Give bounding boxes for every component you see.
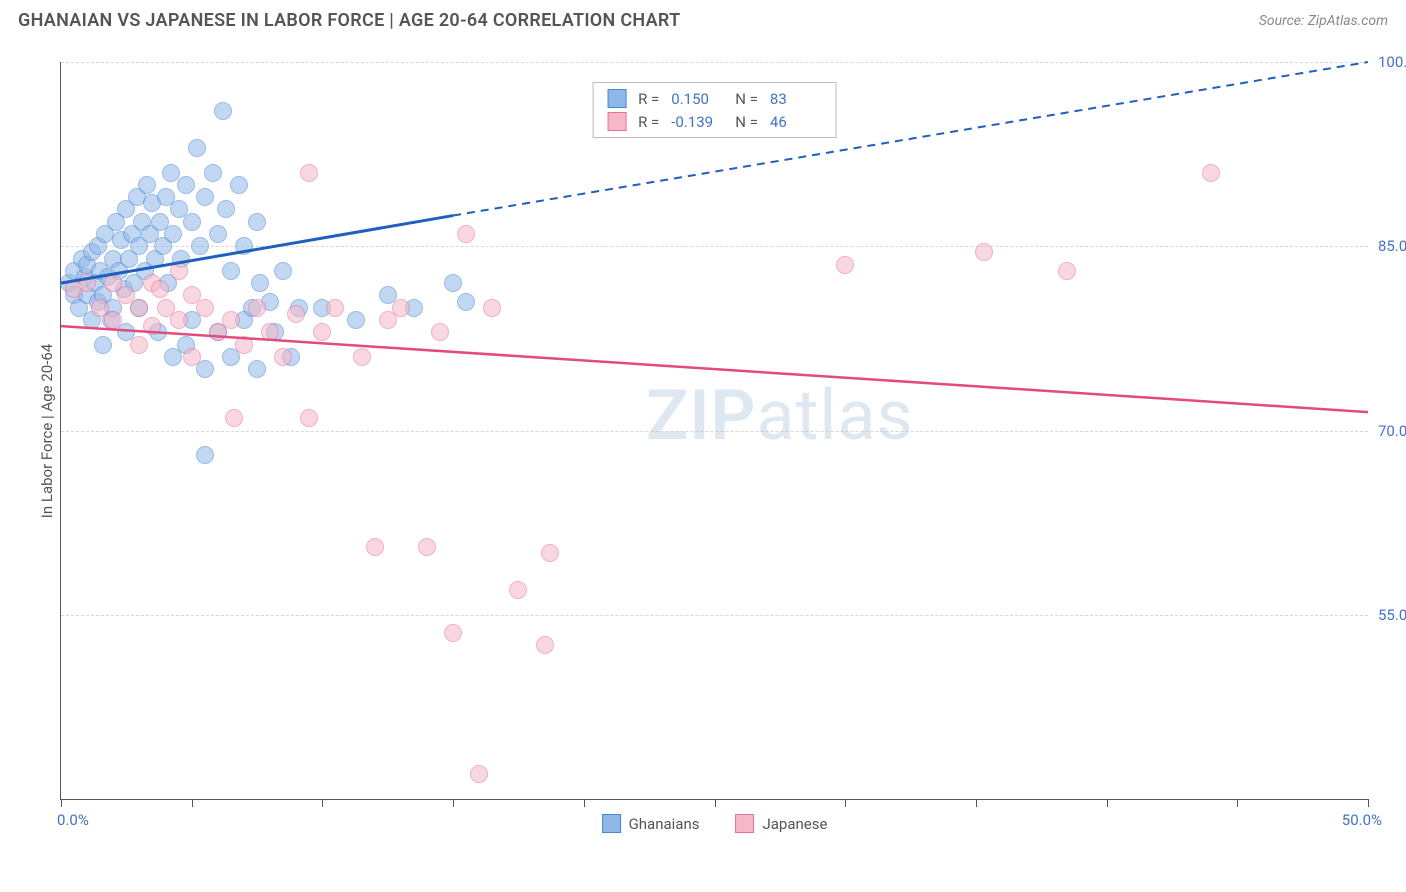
x-tick bbox=[1368, 799, 1369, 807]
x-tick bbox=[845, 799, 846, 807]
stats-row-ghanaians: R = 0.150 N = 83 bbox=[607, 87, 822, 110]
x-tick bbox=[61, 799, 62, 807]
y-axis-label: In Labor Force | Age 20-64 bbox=[38, 343, 56, 517]
source-attribution: Source: ZipAtlas.com bbox=[1259, 13, 1388, 29]
y-tick-label: 85.0% bbox=[1378, 237, 1406, 255]
x-tick bbox=[192, 799, 193, 807]
trend-line-solid bbox=[61, 326, 1368, 412]
x-tick bbox=[1107, 799, 1108, 807]
x-tick bbox=[1237, 799, 1238, 807]
legend-label-ghanaians: Ghanaians bbox=[629, 815, 700, 833]
chart-title: GHANAIAN VS JAPANESE IN LABOR FORCE | AG… bbox=[18, 10, 680, 31]
trend-line-solid bbox=[61, 216, 453, 284]
x-tick bbox=[715, 799, 716, 807]
swatch-ghanaians bbox=[602, 814, 621, 833]
n-label: N = bbox=[735, 90, 758, 108]
n-value-ghanaians: 83 bbox=[770, 90, 822, 108]
x-tick bbox=[976, 799, 977, 807]
x-tick bbox=[453, 799, 454, 807]
r-label: R = bbox=[638, 90, 659, 108]
x-axis-min-label: 0.0% bbox=[57, 811, 89, 829]
r-value-japanese: -0.139 bbox=[671, 113, 723, 131]
swatch-japanese bbox=[735, 814, 754, 833]
trend-line-dashed bbox=[453, 62, 1368, 216]
legend-item-japanese: Japanese bbox=[735, 814, 827, 833]
legend-item-ghanaians: Ghanaians bbox=[602, 814, 700, 833]
x-tick bbox=[322, 799, 323, 807]
stats-legend: R = 0.150 N = 83 R = -0.139 N = 46 bbox=[592, 82, 837, 138]
n-label: N = bbox=[735, 113, 758, 131]
swatch-ghanaians bbox=[607, 89, 626, 108]
plot-area: In Labor Force | Age 20-64 ZIPatlas R = … bbox=[60, 62, 1368, 800]
r-label: R = bbox=[638, 113, 659, 131]
y-tick-label: 70.0% bbox=[1378, 422, 1406, 440]
n-value-japanese: 46 bbox=[770, 113, 822, 131]
swatch-japanese bbox=[607, 112, 626, 131]
x-axis-max-label: 50.0% bbox=[1342, 811, 1382, 829]
trend-lines bbox=[61, 62, 1368, 799]
stats-row-japanese: R = -0.139 N = 46 bbox=[607, 110, 822, 133]
y-tick-label: 55.0% bbox=[1378, 606, 1406, 624]
r-value-ghanaians: 0.150 bbox=[671, 90, 723, 108]
y-tick-label: 100.0% bbox=[1378, 53, 1406, 71]
series-legend: Ghanaians Japanese bbox=[602, 814, 828, 833]
legend-label-japanese: Japanese bbox=[762, 815, 827, 833]
x-tick bbox=[584, 799, 585, 807]
chart-container: In Labor Force | Age 20-64 ZIPatlas R = … bbox=[38, 42, 1388, 862]
